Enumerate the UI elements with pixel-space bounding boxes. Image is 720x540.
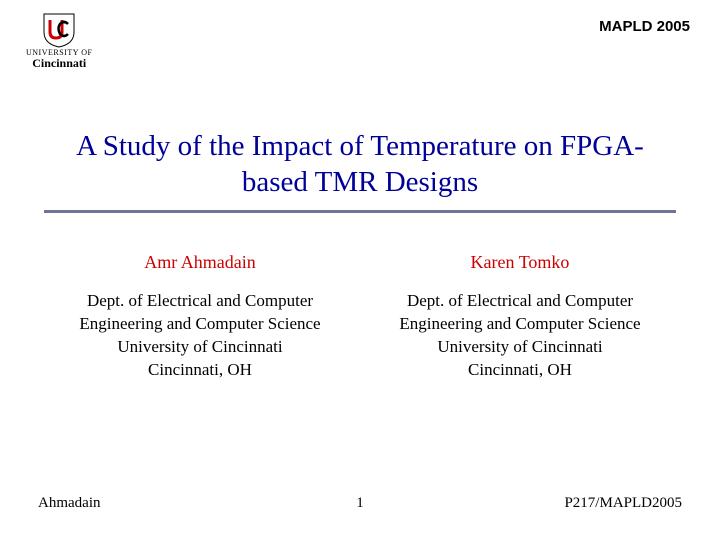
footer-left: Ahmadain xyxy=(38,495,100,512)
authors-row: Amr Ahmadain Dept. of Electrical and Com… xyxy=(0,250,720,382)
logo-shield-icon xyxy=(42,12,76,48)
author-name: Karen Tomko xyxy=(370,250,670,274)
footer-right: P217/MAPLD2005 xyxy=(564,495,682,512)
author-affiliation-line: University of Cincinnati xyxy=(50,336,350,359)
footer-page-number: 1 xyxy=(356,495,364,512)
university-logo: UNIVERSITY OF Cincinnati xyxy=(26,12,92,69)
author-affiliation-line: Dept. of Electrical and Computer Enginee… xyxy=(50,290,350,336)
slide-footer: Ahmadain 1 P217/MAPLD2005 xyxy=(0,495,720,512)
author-column-1: Amr Ahmadain Dept. of Electrical and Com… xyxy=(50,250,350,382)
logo-university-name: Cincinnati xyxy=(26,57,92,69)
author-affiliation-line: Dept. of Electrical and Computer Enginee… xyxy=(370,290,670,336)
author-affiliation-line: Cincinnati, OH xyxy=(370,359,670,382)
slide-title: A Study of the Impact of Temperature on … xyxy=(0,128,720,201)
author-affiliation-line: University of Cincinnati xyxy=(370,336,670,359)
conference-tag: MAPLD 2005 xyxy=(599,18,690,35)
author-name: Amr Ahmadain xyxy=(50,250,350,274)
title-underline xyxy=(44,210,676,213)
author-column-2: Karen Tomko Dept. of Electrical and Comp… xyxy=(370,250,670,382)
author-affiliation-line: Cincinnati, OH xyxy=(50,359,350,382)
logo-text: UNIVERSITY OF Cincinnati xyxy=(26,49,92,69)
